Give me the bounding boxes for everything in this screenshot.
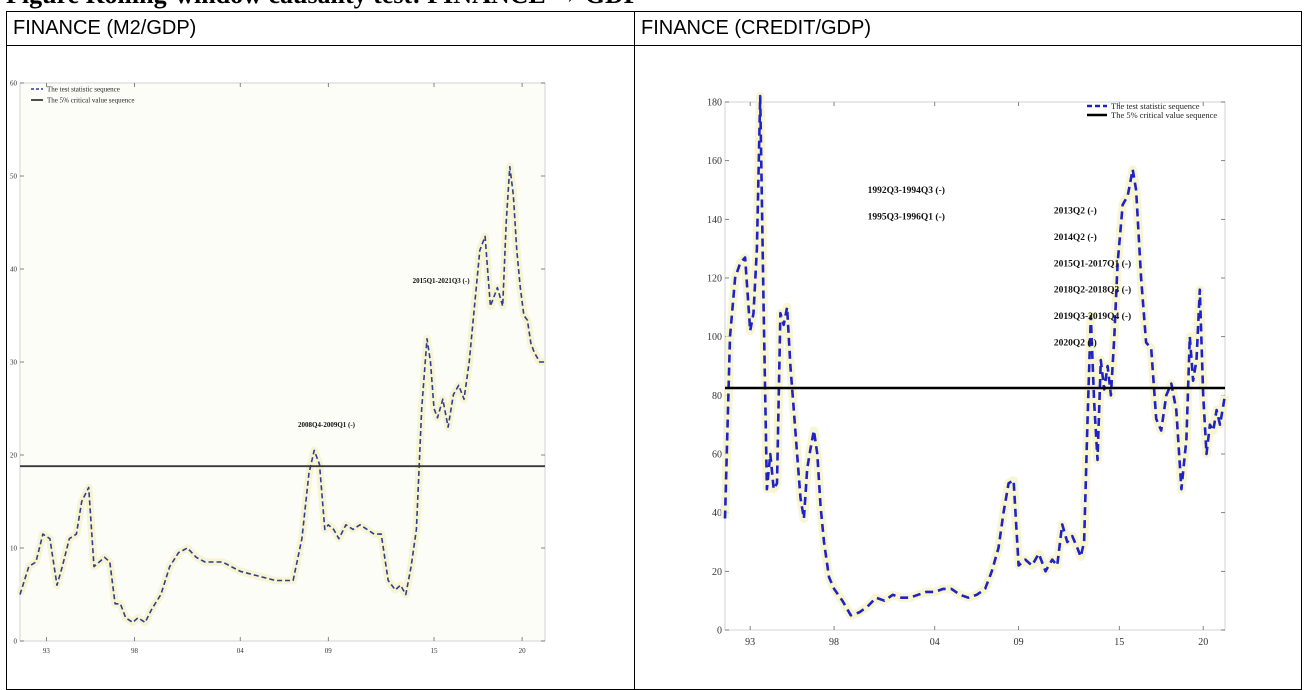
period-annotation: 2008Q4-2009Q1 (-) [298, 421, 356, 429]
legend-label: The test statistic sequence [47, 85, 120, 93]
panel-header-right: FINANCE (CREDIT/GDP) [634, 11, 1302, 46]
chart-m2-gdp-wrap: 0 10 20 30 40 50 60 93 98 04 09 15 20 2008Q4-2009Q1 (… [7, 46, 634, 689]
period-annotation: 2020Q2 (-) [1054, 337, 1097, 348]
y-tick-label: 120 [707, 274, 722, 285]
figure-caption: Figure Rolling-window causality test: FI… [6, 0, 640, 10]
y-tick-label: 40 [712, 508, 722, 519]
plot-frame [19, 82, 546, 642]
chart-m2-gdp: 0 10 20 30 40 50 60 93 98 04 09 15 20 2008Q4-2009Q1 (… [10, 79, 546, 655]
period-annotation: 2018Q2-2018Q3 (-) [1054, 285, 1131, 296]
period-annotation: 1995Q3-1996Q1 (-) [868, 211, 945, 222]
x-tick-label: 93 [745, 637, 755, 648]
y-tick-label: 30 [10, 358, 18, 366]
y-tick-label: 60 [10, 79, 18, 87]
panel-body-left: 0 10 20 30 40 50 60 93 98 04 09 15 20 2008Q4-2009Q1 (… [6, 45, 635, 690]
x-tick-label: 20 [519, 647, 527, 655]
y-tick-label: 180 [707, 98, 722, 109]
x-tick-label: 20 [1198, 637, 1208, 648]
legend-label: The 5% critical value sequence [47, 96, 134, 104]
y-tick-label: 10 [10, 544, 18, 552]
x-tick-label: 09 [325, 647, 333, 655]
y-tick-label: 140 [707, 215, 722, 226]
chart-credit-gdp-wrap: 0 20 40 60 80 100 120 140 160 180 93 98 04 09 15 20 1992… [635, 46, 1301, 689]
figure-table: FINANCE (M2/GDP) FINANCE (CREDIT/GDP) 0 1… [6, 11, 1302, 690]
panel-title-m2: FINANCE (M2/GDP) [13, 17, 197, 39]
y-tick-label: 100 [707, 332, 722, 343]
series-test-statistic-line [723, 94, 1227, 617]
period-annotation: 2015Q1-2021Q3 (-) [413, 277, 471, 285]
period-annotation: 2019Q3-2019Q4 (-) [1054, 311, 1131, 322]
legend-label: The 5% critical value sequence [1111, 110, 1217, 120]
period-annotation: 2014Q2 (-) [1054, 232, 1097, 243]
x-tick-label: 15 [1114, 637, 1124, 648]
series-test-statistic-line [19, 165, 545, 624]
panel-body-right: 0 20 40 60 80 100 120 140 160 180 93 98 04 09 15 20 1992… [634, 45, 1302, 690]
y-tick-label: 80 [712, 391, 722, 402]
plot-frame [724, 101, 1226, 631]
x-tick-label: 15 [431, 647, 439, 655]
y-tick-label: 160 [707, 156, 722, 167]
x-tick-label: 04 [237, 647, 245, 655]
panel-header-left: FINANCE (M2/GDP) [6, 11, 635, 46]
panel-title-credit: FINANCE (CREDIT/GDP) [641, 17, 871, 39]
x-tick-label: 04 [930, 637, 940, 648]
x-tick-label: 93 [43, 647, 51, 655]
chart-credit-gdp: 0 20 40 60 80 100 120 140 160 180 93 98 04 09 15 20 1992… [707, 91, 1230, 648]
y-tick-label: 20 [712, 567, 722, 578]
y-tick-label: 60 [712, 450, 722, 461]
x-tick-label: 98 [829, 637, 839, 648]
y-tick-label: 0 [717, 626, 722, 637]
period-annotation: 1992Q3-1994Q3 (-) [868, 185, 945, 196]
x-tick-label: 98 [131, 647, 139, 655]
y-tick-label: 0 [14, 637, 18, 645]
period-annotation: 2013Q2 (-) [1054, 205, 1097, 216]
y-tick-label: 20 [10, 451, 18, 459]
x-tick-label: 09 [1014, 637, 1024, 648]
period-annotation: 2015Q1-2017Q1 (-) [1054, 258, 1131, 269]
legend-label: The test statistic sequence [1111, 101, 1200, 111]
y-tick-label: 50 [10, 172, 18, 180]
y-tick-label: 40 [10, 265, 18, 273]
